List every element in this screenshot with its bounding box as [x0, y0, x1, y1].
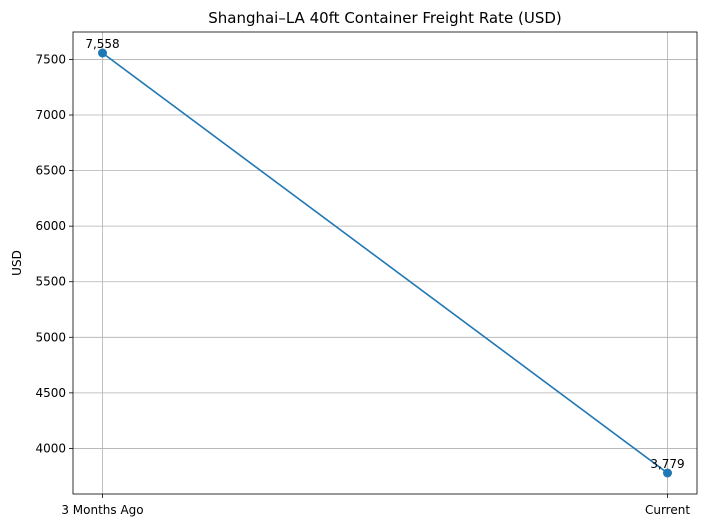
y-tick-label: 6000 — [35, 219, 66, 233]
y-tick-label: 7000 — [35, 108, 66, 122]
y-tick-label: 7500 — [35, 52, 66, 66]
data-label: 7,558 — [85, 37, 119, 51]
y-tick-label: 5000 — [35, 330, 66, 344]
chart-title: Shanghai–LA 40ft Container Freight Rate … — [208, 9, 562, 27]
series-line — [102, 52, 668, 474]
data-point — [663, 468, 672, 478]
x-axis-ticks: 3 Months Ago Current — [61, 494, 690, 517]
grid-layer — [73, 32, 697, 494]
x-tick-label: 3 Months Ago — [61, 503, 143, 517]
y-tick-label: 6500 — [35, 164, 66, 178]
y-tick-label: 4000 — [35, 441, 66, 455]
plot-frame — [72, 31, 698, 495]
y-axis-ticks: 4000 4500 5000 5500 6000 6500 7000 7500 — [35, 52, 73, 455]
series-layer — [98, 48, 672, 478]
y-tick-label: 5500 — [35, 275, 66, 289]
data-point — [98, 48, 107, 58]
y-axis-label: USD — [10, 250, 24, 276]
y-tick-label: 4500 — [35, 386, 66, 400]
x-tick-label: Current — [645, 503, 690, 517]
data-label-layer: 7,558 3,779 — [85, 37, 684, 471]
data-label: 3,779 — [650, 457, 684, 471]
